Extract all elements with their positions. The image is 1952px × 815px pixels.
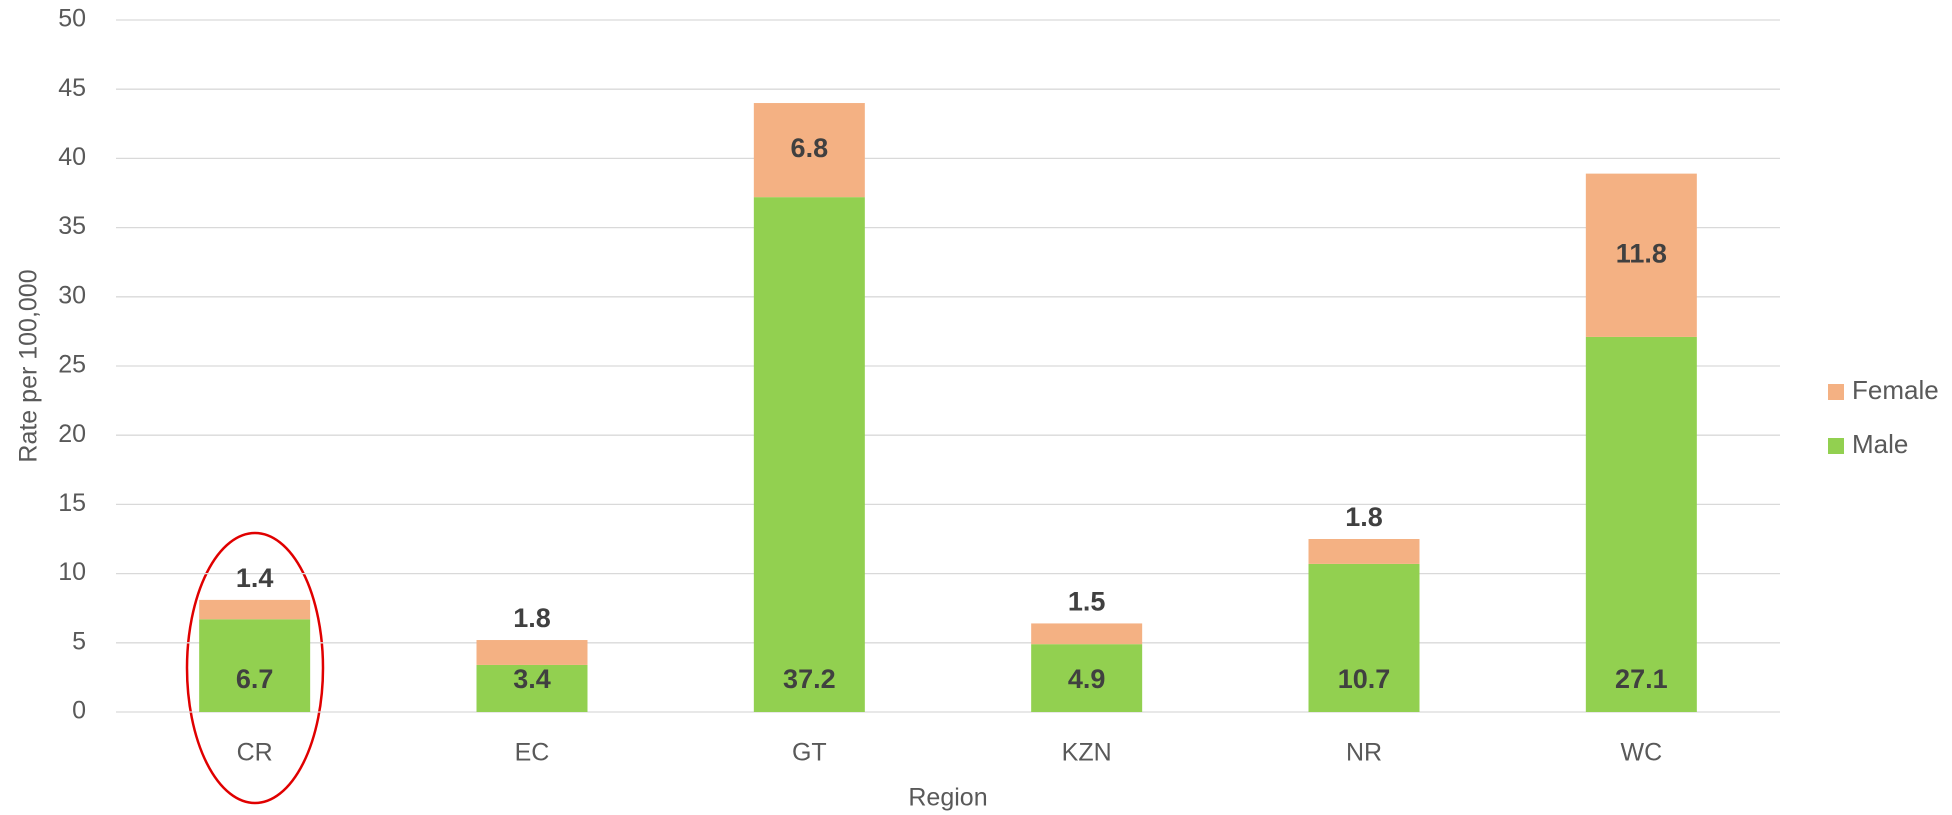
legend-swatch (1828, 438, 1844, 454)
x-tick-label: KZN (1062, 739, 1112, 767)
bar-segment (199, 619, 311, 712)
y-tick-label: 30 (58, 281, 86, 309)
value-label: 6.7 (236, 664, 274, 694)
x-tick-label: EC (515, 739, 550, 767)
value-label: 1.4 (236, 563, 274, 593)
value-label: 10.7 (1338, 664, 1391, 694)
y-tick-label: 20 (58, 420, 86, 448)
y-tick-label: 25 (58, 351, 86, 379)
bar-segment (1308, 539, 1420, 564)
y-tick-label: 10 (58, 558, 86, 586)
x-axis-label: Region (908, 784, 987, 812)
bar-segment (476, 640, 588, 665)
value-label: 27.1 (1615, 664, 1668, 694)
value-label: 37.2 (783, 664, 836, 694)
y-tick-label: 15 (58, 489, 86, 517)
highlight-ellipse (185, 531, 325, 805)
y-tick-label: 5 (72, 627, 86, 655)
bar-segment (753, 103, 865, 198)
bar-segment (753, 197, 865, 713)
x-tick-label: CR (237, 739, 273, 767)
value-label: 6.8 (791, 133, 829, 163)
bar-segment (1585, 336, 1697, 712)
x-tick-label: GT (792, 739, 827, 767)
y-tick-label: 35 (58, 212, 86, 240)
value-label: 1.5 (1068, 587, 1106, 617)
x-tick-label: NR (1346, 739, 1382, 767)
legend-label: Male (1852, 429, 1908, 459)
legend-label: Female (1852, 375, 1939, 405)
y-axis-label: Rate per 100,000 (15, 269, 43, 462)
bar-segment (476, 664, 588, 712)
value-label: 1.8 (1345, 502, 1383, 532)
bar-segment (1585, 173, 1697, 337)
y-tick-label: 45 (58, 74, 86, 102)
bar-segment (199, 599, 311, 620)
value-label: 4.9 (1068, 664, 1106, 694)
y-tick-label: 50 (58, 5, 86, 33)
value-label: 3.4 (513, 664, 551, 694)
value-label: 1.8 (513, 603, 551, 633)
y-tick-label: 40 (58, 143, 86, 171)
legend-swatch (1828, 384, 1844, 400)
bar-segment (1031, 644, 1143, 712)
value-label: 11.8 (1616, 238, 1667, 268)
bar-segment (1308, 563, 1420, 712)
y-tick-label: 0 (72, 697, 86, 725)
x-tick-label: WC (1621, 739, 1663, 767)
bar-segment (1031, 623, 1143, 645)
